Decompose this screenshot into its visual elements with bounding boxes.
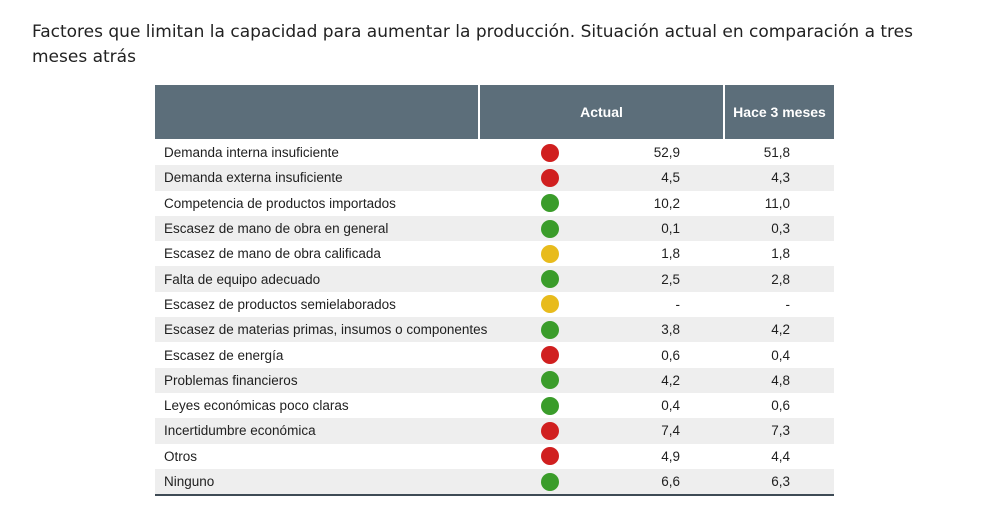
row-label: Leyes económicas poco claras [164,398,349,414]
table-row: Demanda externa insuficiente 4,5 4,3 [155,165,834,191]
table-row: Escasez de mano de obra en general 0,1 0,3 [155,215,834,242]
green-status-dot-icon [541,371,559,390]
green-status-dot-icon [541,219,559,238]
row-label: Falta de equipo adecuado [164,271,321,287]
red-status-dot-icon [541,168,559,187]
three-months-ago-value: 0,6 [771,398,790,414]
row-label: Escasez de materias primas, insumos o co… [164,322,488,338]
actual-value: 0,1 [661,221,680,237]
row-label: Demanda externa insuficiente [164,170,343,186]
table-row: Ninguno 6,6 6,3 [155,468,834,495]
status-indicator-cell [535,346,565,365]
status-indicator-cell [535,320,565,339]
green-status-dot-icon [541,194,559,213]
table-row: Falta de equipo adecuado 2,5 2,8 [155,266,834,292]
three-months-ago-value: 0,4 [771,347,790,363]
status-indicator-cell [535,371,565,390]
header-label-column [155,85,480,139]
three-months-ago-value: 1,8 [771,246,790,262]
row-label: Demanda interna insuficiente [164,145,339,161]
actual-value: 3,8 [661,322,680,338]
actual-value: 52,9 [653,145,680,161]
table-bottom-rule [155,494,834,497]
table-row: Incertidumbre económica 7,4 7,3 [155,418,834,444]
status-indicator-cell [535,168,565,187]
row-label: Escasez de energía [164,347,284,363]
row-label: Problemas financieros [164,372,298,388]
actual-value: 4,2 [661,372,680,388]
row-label: Incertidumbre económica [164,423,316,439]
row-label: Otros [164,448,198,464]
status-indicator-cell [535,219,565,238]
table-row: Competencia de productos importados 10,2 1… [155,191,834,216]
table-row: Escasez de materias primas, insumos o co… [155,317,834,343]
table-row: Escasez de productos semielaborados - - [155,292,834,317]
green-status-dot-icon [541,270,559,289]
table-row: Otros 4,9 4,4 [155,444,834,469]
status-indicator-cell [535,270,565,289]
limiting-factors-table: Actual Hace 3 meses Demanda interna insu… [155,85,834,497]
three-months-ago-value: 51,8 [763,145,790,161]
row-label: Competencia de productos importados [164,195,396,211]
table-row: Leyes económicas poco claras 0,4 0,6 [155,393,834,418]
green-status-dot-icon [541,396,559,415]
table-row: Escasez de energía 0,6 0,4 [155,342,834,367]
red-status-dot-icon [541,346,559,365]
row-label: Escasez de productos semielaborados [164,296,396,312]
three-months-ago-value: 6,3 [771,474,790,489]
table-row: Escasez de mano de obra calificada 1,8 1,8 [155,241,834,266]
red-status-dot-icon [541,143,559,162]
three-months-ago-value: 4,4 [771,448,790,464]
actual-value: 0,4 [661,398,680,414]
actual-value: - [675,296,681,312]
status-indicator-cell [535,396,565,415]
actual-value: 7,4 [661,423,680,439]
actual-value: 6,6 [661,474,680,489]
table-body: Demanda interna insuficiente 52,9 51,8 Dema… [155,140,834,495]
yellow-status-dot-icon [541,244,559,263]
green-status-dot-icon [541,472,559,491]
status-indicator-cell [535,472,565,491]
status-indicator-cell [535,194,565,213]
actual-value: 2,5 [661,271,680,287]
status-indicator-cell [535,244,565,263]
row-label: Escasez de mano de obra calificada [164,246,381,262]
row-label: Ninguno [164,474,215,489]
actual-value: 4,9 [661,448,680,464]
table-row: Problemas financieros 4,2 4,8 [155,367,834,393]
three-months-ago-value: 0,3 [771,221,790,237]
actual-value: 0,6 [661,347,680,363]
actual-value: 10,2 [653,195,680,211]
three-months-ago-value: - [785,296,791,312]
status-indicator-cell [535,421,565,440]
status-indicator-cell [535,295,565,314]
red-status-dot-icon [541,421,559,440]
three-months-ago-value: 11,0 [764,195,790,211]
actual-value: 1,8 [661,246,680,262]
page-title: Factores que limitan la capacidad para a… [32,22,913,67]
three-months-ago-value: 2,8 [771,271,790,287]
three-months-ago-value: 4,3 [771,170,790,186]
three-months-ago-value: 4,2 [771,322,790,338]
red-status-dot-icon [541,447,559,466]
three-months-ago-value: 7,3 [771,423,790,439]
table-row: Demanda interna insuficiente 52,9 51,8 [155,140,834,165]
status-indicator-cell [535,143,565,162]
row-label: Escasez de mano de obra en general [164,221,389,237]
green-status-dot-icon [541,320,559,339]
actual-value: 4,5 [661,170,680,186]
table-header: Actual Hace 3 meses [155,85,834,139]
three-months-ago-value: 4,8 [771,372,790,388]
yellow-status-dot-icon [541,295,559,314]
header-actual: Actual [480,85,725,139]
header-three-months-ago: Hace 3 meses [733,104,826,120]
status-indicator-cell [535,447,565,466]
